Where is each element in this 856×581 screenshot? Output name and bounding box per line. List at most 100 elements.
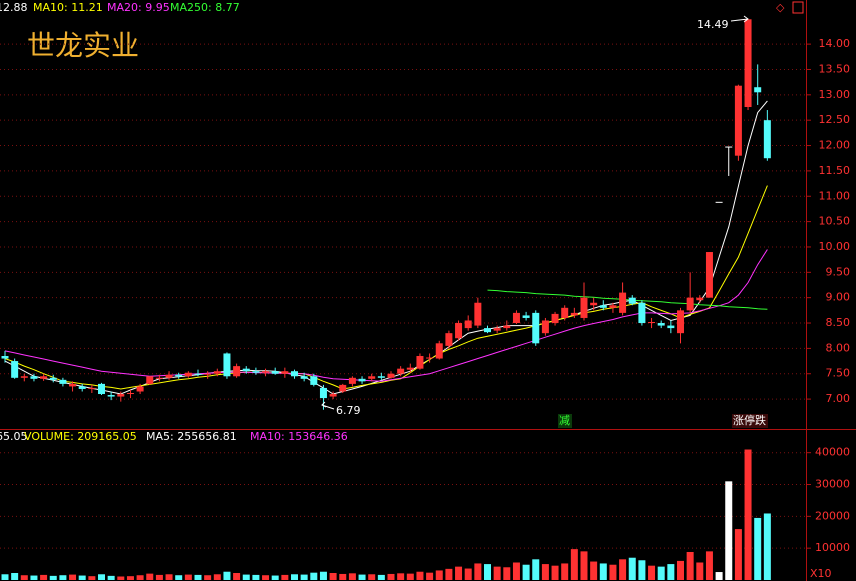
- volume-bar: [484, 564, 491, 580]
- y-tick-label: 12.50: [819, 113, 851, 126]
- candle-body: [725, 146, 733, 148]
- volume-bar: [329, 572, 337, 580]
- candle-body: [734, 85, 742, 156]
- volume-bar: [78, 575, 86, 580]
- volume-bar: [445, 568, 453, 580]
- volume-bar: [377, 574, 385, 580]
- candle-body: [339, 384, 347, 392]
- volume-bar: [426, 572, 434, 580]
- icon[interactable]: ◇: [776, 1, 785, 14]
- y-tick-label: 7.00: [826, 392, 851, 405]
- candle-body: [648, 322, 656, 324]
- chart-title: 世龙实业: [27, 29, 139, 62]
- y-tick-label: 12.00: [819, 139, 851, 152]
- candle-body: [348, 377, 356, 384]
- candle-body: [503, 325, 511, 329]
- y-tick-label: 20000: [815, 509, 850, 522]
- y-tick-label: 14.00: [819, 37, 851, 50]
- candle-body: [204, 373, 212, 375]
- candle-body: [397, 368, 405, 374]
- candle-body: [194, 373, 202, 375]
- candle-body: [233, 366, 241, 377]
- volume-bar: [464, 568, 472, 580]
- y-tick-label: 8.00: [826, 341, 851, 354]
- candle-body: [223, 353, 231, 377]
- candle-body: [146, 376, 154, 384]
- volume-bar: [561, 563, 569, 580]
- candle-body: [184, 372, 192, 377]
- volume-bar: [40, 574, 48, 580]
- candle-body: [416, 355, 424, 369]
- volume-bar: [319, 571, 327, 580]
- candle-body: [213, 371, 221, 374]
- candle-body: [522, 315, 530, 318]
- volume-bar: [541, 564, 549, 580]
- legend-item: MA250: 8.77: [170, 1, 240, 14]
- icon[interactable]: [792, 1, 804, 14]
- candle-body: [117, 394, 125, 397]
- axis-unit: X10: [810, 567, 832, 580]
- volume-bar: [474, 563, 482, 580]
- volume-bar: [648, 565, 656, 580]
- candle-body: [310, 376, 318, 385]
- volume-bar: [435, 570, 443, 580]
- volume-bar: [59, 575, 67, 580]
- candle-body: [262, 371, 270, 373]
- candle-body: [580, 297, 588, 318]
- y-tick-label: 9.00: [826, 291, 851, 304]
- candle-body: [377, 376, 385, 378]
- y-tick-label: 8.50: [826, 316, 851, 329]
- volume-bar: [146, 573, 154, 580]
- y-tick-label: 13.50: [819, 62, 851, 75]
- volume-bar: [580, 551, 588, 580]
- candle-body: [136, 386, 144, 392]
- candle-body: [126, 393, 134, 395]
- volume-bar: [291, 574, 298, 580]
- candle-body: [252, 371, 260, 373]
- candle-body: [570, 312, 578, 316]
- candle-body: [638, 302, 646, 324]
- candle-body: [107, 395, 115, 397]
- candle-body: [426, 357, 434, 359]
- volume-bar: [175, 575, 183, 580]
- ma-line: [487, 289, 768, 310]
- y-tick-label: 30000: [815, 478, 850, 491]
- candle-body: [677, 310, 684, 334]
- candle-body: [609, 305, 617, 308]
- volume-bar: [252, 574, 260, 580]
- legend-item: MA20: 9.95: [107, 1, 170, 14]
- candle-body: [155, 377, 163, 379]
- candle-body: [329, 394, 337, 397]
- volume-bar: [705, 551, 713, 580]
- volume-bar: [49, 575, 57, 580]
- candle-body: [59, 379, 67, 384]
- volume-bar: [522, 564, 530, 580]
- volume-bar: [532, 559, 540, 580]
- volume-bar: [300, 574, 308, 580]
- volume-bar: [358, 574, 366, 580]
- volume-bar: [551, 565, 559, 580]
- volume-bar: [512, 562, 520, 580]
- volume-bar: [638, 560, 646, 580]
- volume-bar: [242, 574, 250, 580]
- candle-body: [561, 307, 569, 318]
- annotation: 6.79: [336, 404, 361, 417]
- candle-body: [763, 120, 771, 159]
- candle-body: [474, 302, 482, 326]
- candle-body: [551, 313, 559, 324]
- candle-body: [590, 302, 598, 306]
- y-tick-label: 7.50: [826, 367, 851, 380]
- tag-box: [732, 414, 768, 428]
- candle-body: [619, 292, 627, 313]
- candle-body: [705, 252, 713, 298]
- y-tick-label: 11.50: [819, 164, 851, 177]
- volume-bar: [763, 513, 771, 580]
- candle-body: [532, 312, 540, 344]
- candle-body: [281, 371, 289, 374]
- volume-bar: [271, 575, 279, 580]
- legend-item: 65.05: [0, 430, 28, 443]
- candle-body: [20, 376, 28, 378]
- volume-bar: [686, 551, 694, 580]
- volume-bar: [599, 563, 607, 580]
